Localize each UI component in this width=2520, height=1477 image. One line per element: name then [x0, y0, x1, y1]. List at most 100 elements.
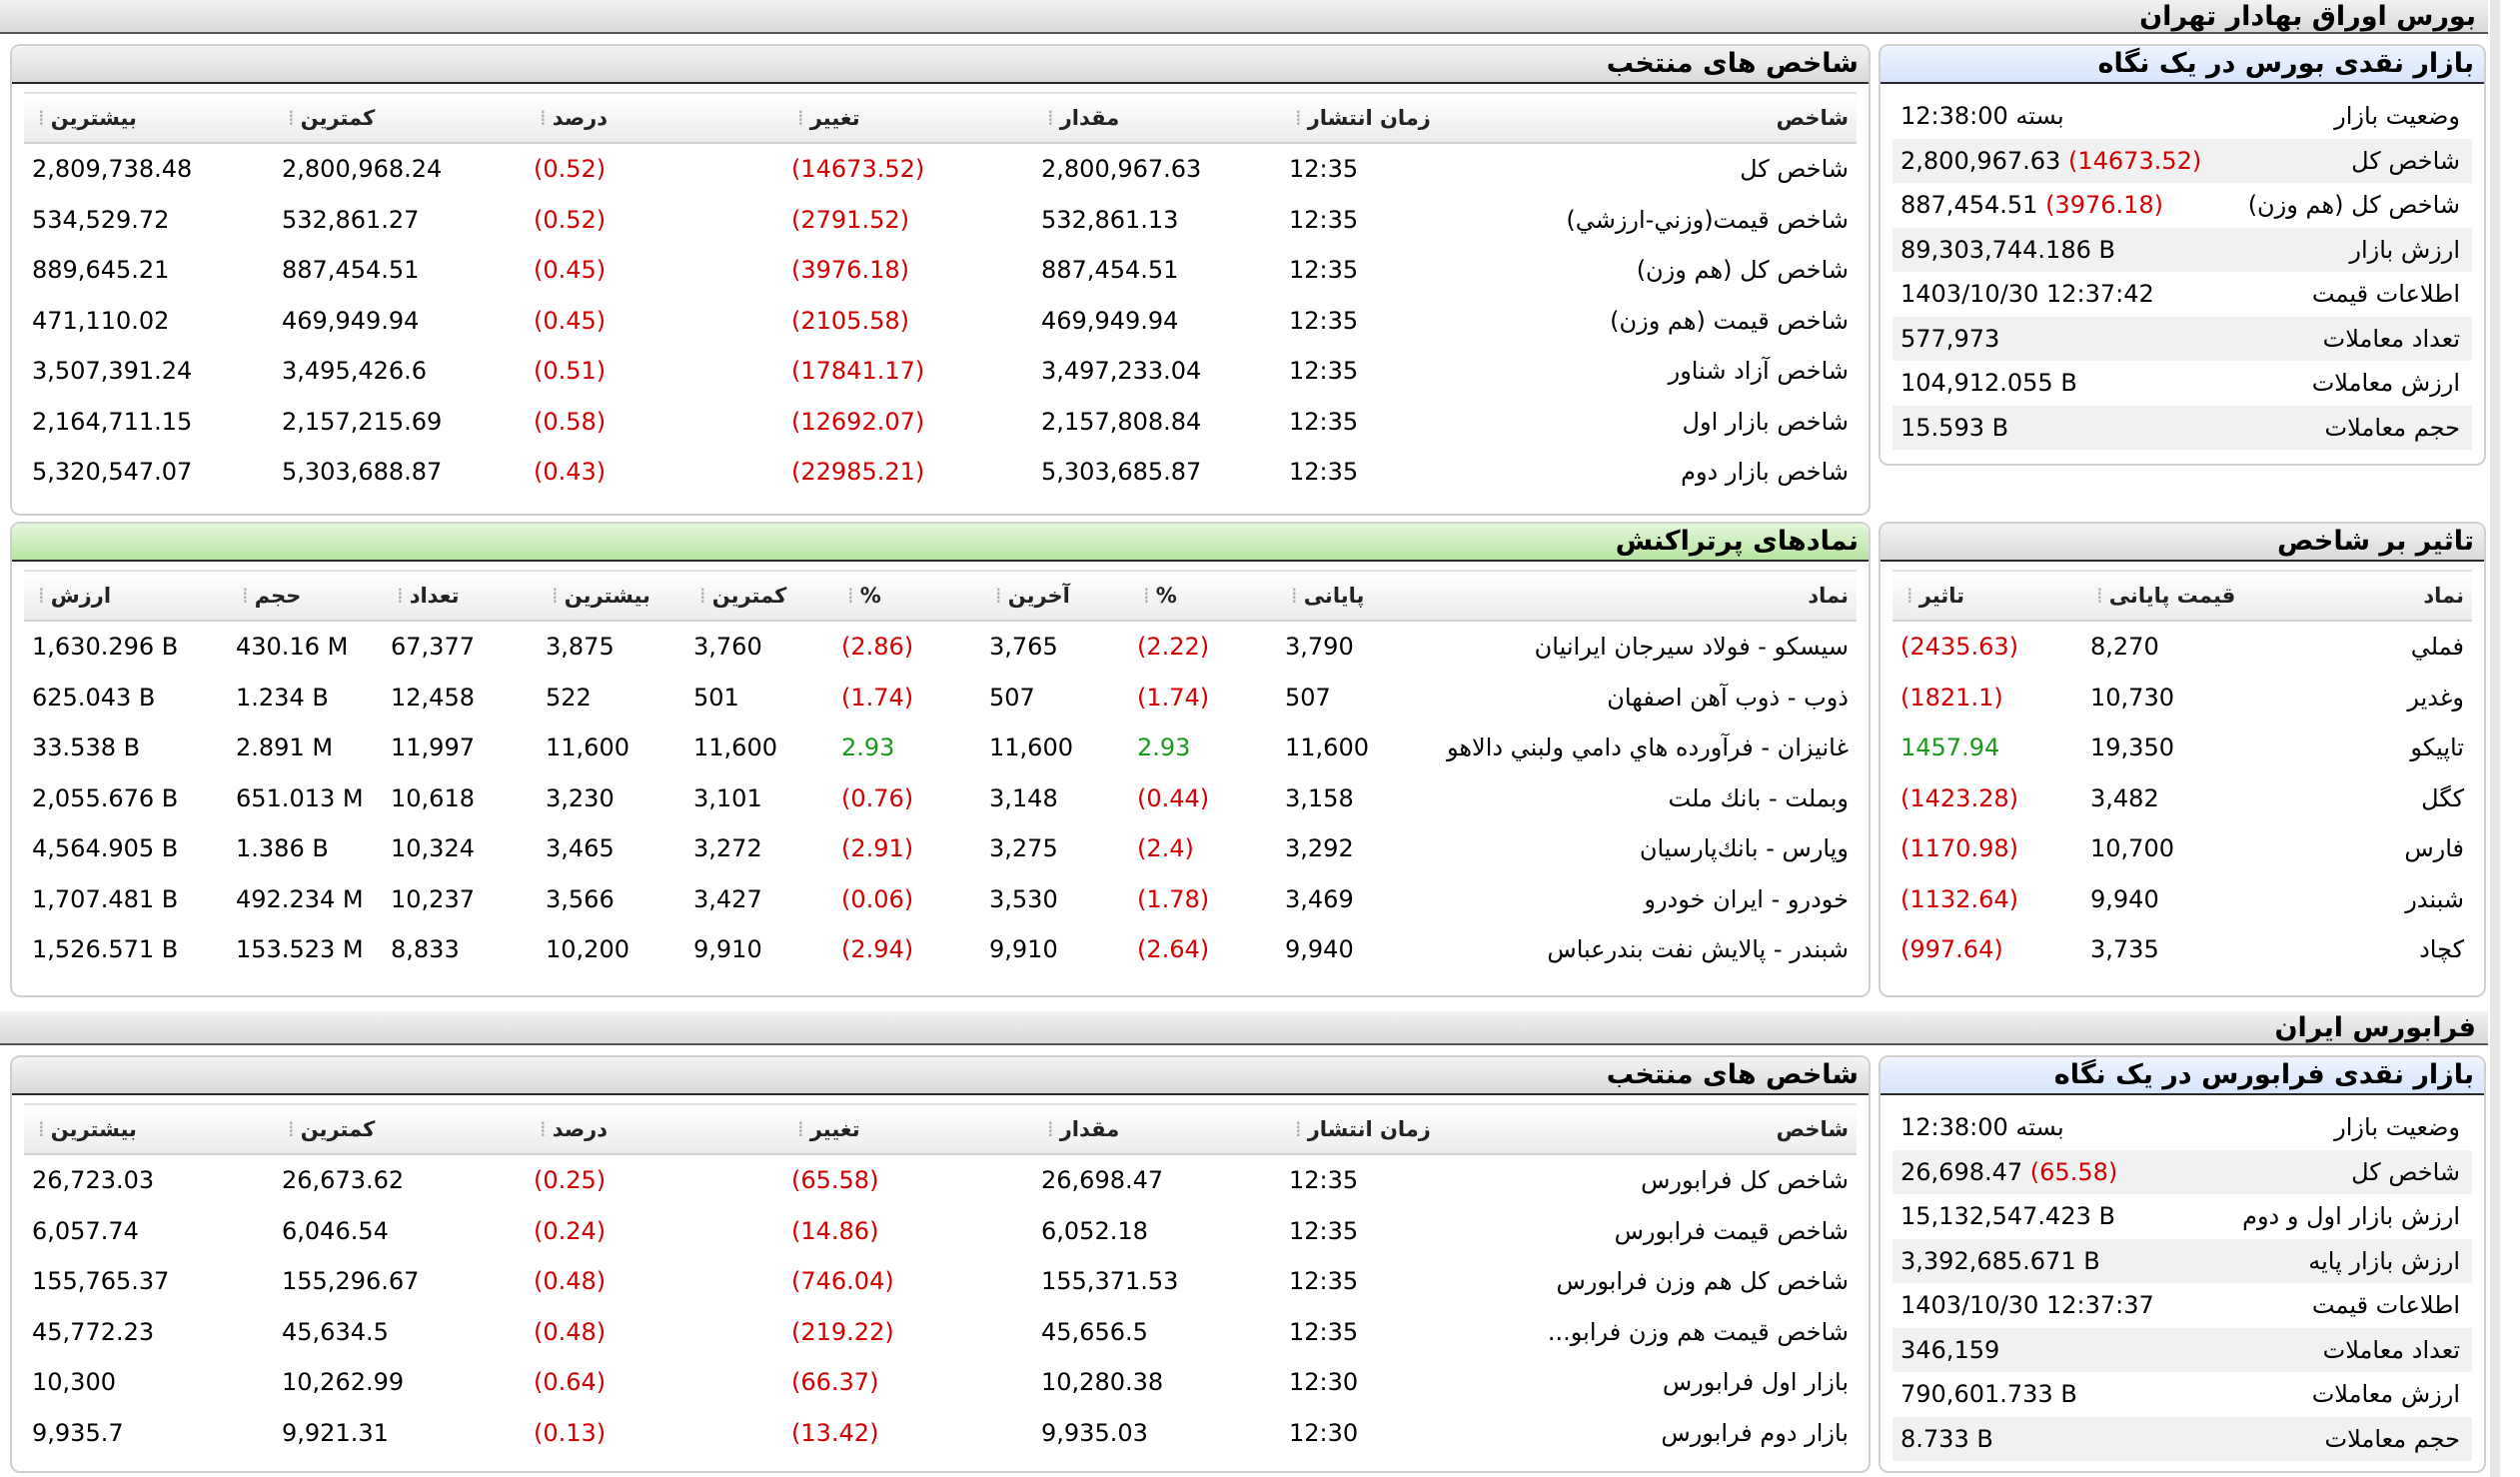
index-row[interactable]: شاخص آزاد شناور 12:35 3,497,233.04 (17841.1… — [24, 346, 1857, 397]
glance-value: 104,912.055 B — [1892, 361, 2228, 406]
index-row[interactable]: شاخص بازار دوم 12:35 5,303,685.87 (22985.21… — [24, 447, 1857, 498]
index-percent: (0.25) — [534, 1166, 607, 1195]
index-row[interactable]: شاخص كل فرابورس 12:35 26,698.47 (65.58) (0.2… — [24, 1154, 1857, 1206]
column-header[interactable]: تعداد⁞ — [383, 570, 538, 622]
column-header[interactable]: نماد — [2272, 570, 2472, 622]
glance-value-text: 8.733 B — [1900, 1424, 1993, 1453]
index-name[interactable]: شاخص بازار دوم — [1681, 458, 1849, 487]
index-row[interactable]: شاخص قيمت (هم وزن) 12:35 469,949.94 (2105.5… — [24, 296, 1857, 347]
index-name[interactable]: شاخص آزاد شناور — [1668, 357, 1849, 386]
column-header[interactable]: نماد — [1427, 570, 1857, 622]
ifb-glance-panel: بازار نقدی فرابورس در یک نگاه وضعیت بازا… — [1879, 1055, 2486, 1473]
column-header[interactable]: درصد⁞ — [526, 1103, 783, 1155]
column-header[interactable]: شاخص — [1537, 1103, 1857, 1155]
active-row[interactable]: ذوب - ذوب آهن اصفهان 507 (1.74) 507 (1.74) 50… — [24, 673, 1857, 724]
index-name[interactable]: شاخص كل — [1740, 155, 1849, 184]
active-symbol[interactable]: خودرو - ايران‌ خودرو — [1644, 884, 1849, 913]
active-last-percent: 2.93 — [841, 734, 895, 762]
index-percent: (0.43) — [534, 458, 607, 487]
column-header[interactable]: حجم⁞ — [228, 570, 383, 622]
column-header[interactable]: تغییر⁞ — [783, 92, 1033, 144]
column-header[interactable]: %⁞ — [833, 570, 981, 622]
active-row[interactable]: شبندر - پالايش نفت بندرعباس 9,940 (2.64) 9,… — [24, 924, 1857, 975]
impact-row[interactable]: فارس 10,700 (1170.98) — [1892, 823, 2472, 874]
column-header[interactable]: تاثیر⁞ — [1892, 570, 2082, 622]
active-count: 67,377 — [391, 633, 475, 662]
glance-label: حجم معاملات — [2200, 1416, 2472, 1461]
column-resize-icon: ⁞ — [242, 584, 249, 608]
index-name[interactable]: شاخص قيمت (هم وزن) — [1610, 306, 1849, 335]
active-row[interactable]: وبملت - بانك ملت 3,158 (0.44) 3,148 (0.76) 3,… — [24, 773, 1857, 824]
column-resize-icon: ⁞ — [397, 584, 404, 608]
index-row[interactable]: شاخص بازار اول 12:35 2,157,808.84 (12692.07… — [24, 397, 1857, 448]
impact-row[interactable]: تاپيكو 19,350 1457.94 — [1892, 723, 2472, 773]
impact-row[interactable]: كچاد 3,735 (997.64) — [1892, 924, 2472, 975]
index-row[interactable]: شاخص كل (هم وزن) 12:35 887,454.51 (3976.18)… — [24, 245, 1857, 296]
index-name[interactable]: شاخص قیمت هم وزن فرابو... — [1547, 1317, 1849, 1346]
column-header[interactable]: کمترین⁞ — [685, 570, 833, 622]
tse-active-title: نمادهای پرتراکنش — [1615, 526, 1859, 557]
column-header[interactable]: بیشترین⁞ — [538, 570, 685, 622]
impact-symbol[interactable]: فملي — [2410, 633, 2464, 662]
index-name[interactable]: شاخص كل (هم وزن) — [1636, 256, 1849, 285]
column-header[interactable]: آخرین⁞ — [981, 570, 1129, 622]
active-symbol[interactable]: وپارس - بانك‌پارسيان — [1639, 834, 1849, 863]
index-row[interactable]: شاخص قیمت هم وزن فرابو... 12:35 45,656.5 (2… — [24, 1307, 1857, 1358]
active-count: 11,997 — [391, 734, 475, 762]
index-row[interactable]: شاخص كل 12:35 2,800,967.63 (14673.52) (0.52)… — [24, 143, 1857, 195]
column-header[interactable]: ارزش⁞ — [24, 570, 228, 622]
glance-label: ارزش معاملات — [2311, 369, 2460, 398]
glance-label: وضعیت بازار — [2334, 1113, 2460, 1142]
active-close-percent: (0.44) — [1137, 783, 1210, 812]
active-symbol[interactable]: ذوب - ذوب آهن اصفهان — [1607, 683, 1849, 712]
column-header[interactable]: پایانی⁞ — [1277, 570, 1427, 622]
index-name[interactable]: شاخص قيمت(وزني-ارزشي) — [1566, 205, 1849, 234]
index-name[interactable]: بازار دوم فرابورس — [1661, 1418, 1849, 1447]
index-row[interactable]: شاخص قيمت(وزني-ارزشي) 12:35 532,861.13 (279… — [24, 195, 1857, 246]
column-header[interactable]: بیشترین⁞ — [24, 1103, 274, 1155]
column-header[interactable]: زمان انتشار⁞ — [1281, 1103, 1537, 1155]
column-header[interactable]: مقدار⁞ — [1033, 1103, 1281, 1155]
column-header[interactable]: %⁞ — [1129, 570, 1277, 622]
column-header[interactable]: بیشترین⁞ — [24, 92, 274, 144]
impact-symbol[interactable]: تاپيكو — [2410, 734, 2464, 762]
column-header[interactable]: تغییر⁞ — [783, 1103, 1033, 1155]
impact-row[interactable]: فملي 8,270 (2435.63) — [1892, 621, 2472, 673]
impact-row[interactable]: كگل 3,482 (1423.28) — [1892, 773, 2472, 824]
page-scrollbar[interactable] — [2490, 0, 2500, 1477]
column-header[interactable]: مقدار⁞ — [1033, 92, 1281, 144]
index-name[interactable]: شاخص كل هم وزن فرابورس — [1556, 1267, 1849, 1296]
column-header[interactable]: کمترین⁞ — [274, 1103, 526, 1155]
column-header[interactable]: کمترین⁞ — [274, 92, 526, 144]
active-symbol[interactable]: غانيزان - فرآورده هاي دامي ولبني دالاهو — [1446, 734, 1849, 762]
index-row[interactable]: بازار اول فرابورس 12:30 10,280.38 (66.37) (0… — [24, 1357, 1857, 1408]
impact-symbol[interactable]: وغدير — [2407, 683, 2464, 712]
column-header[interactable]: شاخص — [1537, 92, 1857, 144]
index-name[interactable]: بازار اول فرابورس — [1662, 1368, 1849, 1397]
active-symbol[interactable]: سيسكو - فولاد سيرجان ايرانيان — [1534, 633, 1849, 662]
index-change: (65.58) — [791, 1166, 879, 1195]
index-name[interactable]: شاخص كل فرابورس — [1641, 1166, 1849, 1195]
impact-symbol[interactable]: شبندر — [2405, 884, 2464, 913]
column-header[interactable]: درصد⁞ — [526, 92, 783, 144]
index-name[interactable]: شاخص قيمت فرابورس — [1614, 1216, 1849, 1245]
glance-label: ارزش معاملات — [2311, 1380, 2460, 1409]
index-row[interactable]: بازار دوم فرابورس 12:30 9,935.03 (13.42) (0.… — [24, 1408, 1857, 1459]
column-header-label: % — [859, 584, 881, 608]
active-symbol[interactable]: وبملت - بانك ملت — [1668, 783, 1849, 812]
index-row[interactable]: شاخص قيمت فرابورس 12:35 6,052.18 (14.86) (0.… — [24, 1206, 1857, 1257]
index-row[interactable]: شاخص كل هم وزن فرابورس 12:35 155,371.53 (74… — [24, 1256, 1857, 1307]
impact-row[interactable]: شبندر 9,940 (1132.64) — [1892, 874, 2472, 925]
index-name[interactable]: شاخص بازار اول — [1682, 407, 1849, 436]
column-header[interactable]: زمان انتشار⁞ — [1281, 92, 1537, 144]
column-header[interactable]: قیمت پایانی⁞ — [2082, 570, 2272, 622]
active-row[interactable]: وپارس - بانك‌پارسيان 3,292 (2.4) 3,275 (2.91… — [24, 823, 1857, 874]
active-symbol[interactable]: شبندر - پالايش نفت بندرعباس — [1547, 935, 1849, 964]
impact-symbol[interactable]: كچاد — [2419, 935, 2464, 964]
active-row[interactable]: خودرو - ايران‌ خودرو 3,469 (1.78) 3,530 (0.0… — [24, 874, 1857, 925]
impact-symbol[interactable]: كگل — [2421, 783, 2464, 812]
impact-row[interactable]: وغدير 10,730 (1821.1) — [1892, 673, 2472, 724]
active-row[interactable]: سيسكو - فولاد سيرجان ايرانيان 3,790 (2.22)… — [24, 621, 1857, 673]
impact-symbol[interactable]: فارس — [2404, 834, 2464, 863]
active-row[interactable]: غانيزان - فرآورده هاي دامي ولبني دالاهو 1… — [24, 723, 1857, 773]
